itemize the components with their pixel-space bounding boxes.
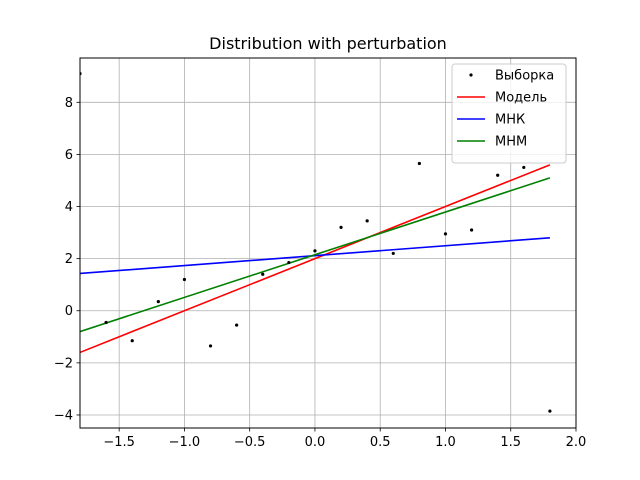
- scatter-point: [417, 161, 421, 166]
- x-tick-label: 0.5: [370, 435, 391, 450]
- y-tick-label: 8: [65, 96, 73, 111]
- y-tick-label: −4: [54, 408, 73, 423]
- scatter-point: [104, 320, 108, 325]
- plot-series: [80, 72, 552, 413]
- scatter-point: [469, 228, 474, 232]
- scatter-point: [182, 277, 187, 282]
- legend-label: Модель: [495, 91, 547, 106]
- x-tick-label: −1.5: [103, 435, 135, 450]
- y-tick-label: 0: [65, 304, 73, 319]
- series-line-МНК: [80, 236, 550, 275]
- legend-box: [451, 63, 567, 164]
- scatter-point: [313, 249, 317, 253]
- scatter-point: [261, 272, 265, 276]
- scatter-point: [391, 251, 395, 256]
- x-tick-label: 2.0: [566, 435, 587, 450]
- x-tick-label: −1.0: [169, 435, 201, 450]
- legend-label: МНК: [495, 113, 525, 128]
- y-tick-label: 6: [65, 148, 73, 163]
- legend: Выборка Модель МНК МНМ: [451, 63, 567, 164]
- legend-label: Выборка: [495, 69, 554, 84]
- x-tick-label: 0.0: [305, 435, 326, 450]
- y-tick-label: 2: [65, 252, 73, 267]
- scatter-point: [235, 323, 239, 327]
- y-tick-label: −2: [54, 356, 73, 371]
- series-line-МНМ: [80, 177, 551, 333]
- legend-marker: [469, 73, 473, 77]
- scatter-point: [496, 173, 500, 177]
- scatter-point: [156, 300, 160, 304]
- plot-frame: [79, 57, 577, 429]
- x-axis: −1.5 −1.0 −0.5 0.0 0.5 1.0 1.5 2.0: [103, 428, 586, 450]
- scatter-point: [130, 339, 134, 343]
- chart-title: Distribution with perturbation: [209, 34, 447, 53]
- series-line-Модель: [80, 164, 551, 354]
- y-tick-label: 4: [65, 200, 73, 215]
- scatter-point: [287, 260, 291, 265]
- scatter-point: [522, 165, 526, 170]
- scatter-point: [365, 219, 369, 223]
- x-tick-label: 1.0: [435, 435, 456, 450]
- legend-label: МНМ: [495, 135, 527, 150]
- y-axis: −4 −2 0 2 4 6 8: [54, 96, 80, 423]
- x-tick-label: 1.5: [500, 435, 521, 450]
- scatter-point: [208, 344, 213, 348]
- scatter-point: [443, 232, 448, 236]
- scatter-point: [339, 225, 343, 229]
- series-group: [80, 72, 552, 413]
- x-tick-label: −0.5: [234, 435, 266, 450]
- scatter-point: [548, 409, 552, 413]
